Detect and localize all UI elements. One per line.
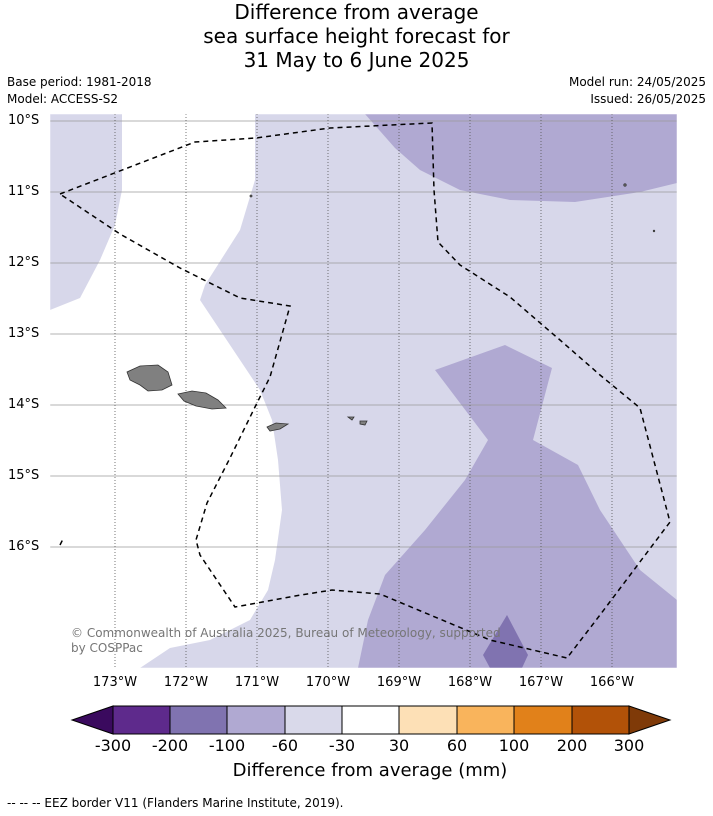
- model-name: Model: ACCESS-S2: [7, 92, 119, 106]
- lat-label: 15°S: [8, 468, 40, 483]
- lat-label: 13°S: [8, 326, 40, 341]
- anomaly-region-strong: [483, 615, 528, 668]
- colorbar-segment: [398, 705, 458, 735]
- colorbar-segment: [571, 705, 630, 735]
- colorbar-segment: [226, 705, 286, 735]
- eez-borders: [58, 122, 671, 659]
- colorbar-tick: 100: [498, 736, 530, 755]
- title-line-3: 31 May to 6 June 2025: [243, 48, 470, 72]
- colorbar-segment: [341, 705, 400, 735]
- lon-label: 169°W: [376, 675, 422, 690]
- island-small-1: [249, 194, 253, 198]
- anomaly-region-near-normal: [50, 114, 282, 668]
- issued-date: Issued: 26/05/2025: [590, 92, 706, 106]
- island-tau: [359, 420, 368, 426]
- colorbar-extend-low: [70, 705, 114, 735]
- title-line-1: Difference from average: [234, 0, 479, 24]
- colorbar-tick: 300: [613, 736, 645, 755]
- island-upolu: [177, 390, 227, 410]
- colorbar-tick: 30: [388, 736, 410, 755]
- anomaly-region-south: [358, 345, 677, 668]
- map-frame: [49, 113, 678, 669]
- lon-label: 171°W: [234, 675, 280, 690]
- lon-label: 170°W: [305, 675, 351, 690]
- lon-label: 173°W: [92, 675, 138, 690]
- colorbar-tick: 60: [446, 736, 468, 755]
- lon-gridlines: [114, 114, 613, 668]
- colorbar-tick: 200: [556, 736, 588, 755]
- colorbar-tick: -30: [328, 736, 356, 755]
- base-period: Base period: 1981-2018: [7, 75, 152, 89]
- island-ofu: [346, 416, 355, 421]
- island-savaii: [126, 364, 173, 392]
- colorbar-label: Difference from average (mm): [232, 760, 508, 781]
- lon-label: 167°W: [518, 675, 564, 690]
- colorbar-tick: -300: [94, 736, 132, 755]
- colorbar-segment: [169, 705, 228, 735]
- colorbar-segment: [112, 705, 171, 735]
- lon-label: 166°W: [589, 675, 635, 690]
- title-line-2: sea surface height forecast for: [203, 24, 510, 48]
- islands: [126, 183, 656, 432]
- anomaly-region-north: [365, 114, 677, 202]
- island-tutuila: [266, 422, 290, 432]
- lat-label: 16°S: [8, 539, 40, 554]
- lat-gridlines: [50, 120, 677, 548]
- island-small-2: [623, 183, 627, 187]
- lat-label: 14°S: [8, 397, 40, 412]
- colorbar-segment: [284, 705, 343, 735]
- colorbar-tick: -60: [271, 736, 299, 755]
- colorbar-extend-high: [628, 705, 672, 735]
- island-small-3: [652, 229, 656, 233]
- colorbar-tick: -100: [208, 736, 246, 755]
- meta-right: Model run: 24/05/2025 Issued: 26/05/2025: [569, 74, 706, 108]
- lon-label: 172°W: [163, 675, 209, 690]
- model-run: Model run: 24/05/2025: [568, 75, 706, 89]
- eez-legend: -- -- -- EEZ border V11 (Flanders Marine…: [7, 796, 344, 810]
- chart-title: Difference from average sea surface heig…: [0, 0, 713, 72]
- copyright-notice: © Commonwealth of Australia 2025, Bureau…: [71, 626, 501, 655]
- meta-left: Base period: 1981-2018 Model: ACCESS-S2: [7, 74, 152, 108]
- lat-label: 10°S: [8, 113, 40, 128]
- lat-label: 12°S: [8, 255, 40, 270]
- lon-label: 168°W: [447, 675, 493, 690]
- colorbar-segment: [456, 705, 515, 735]
- colorbar-tick: -200: [151, 736, 189, 755]
- lat-label: 11°S: [8, 184, 40, 199]
- colorbar-segment: [513, 705, 573, 735]
- eez-border-fragment: [59, 536, 65, 546]
